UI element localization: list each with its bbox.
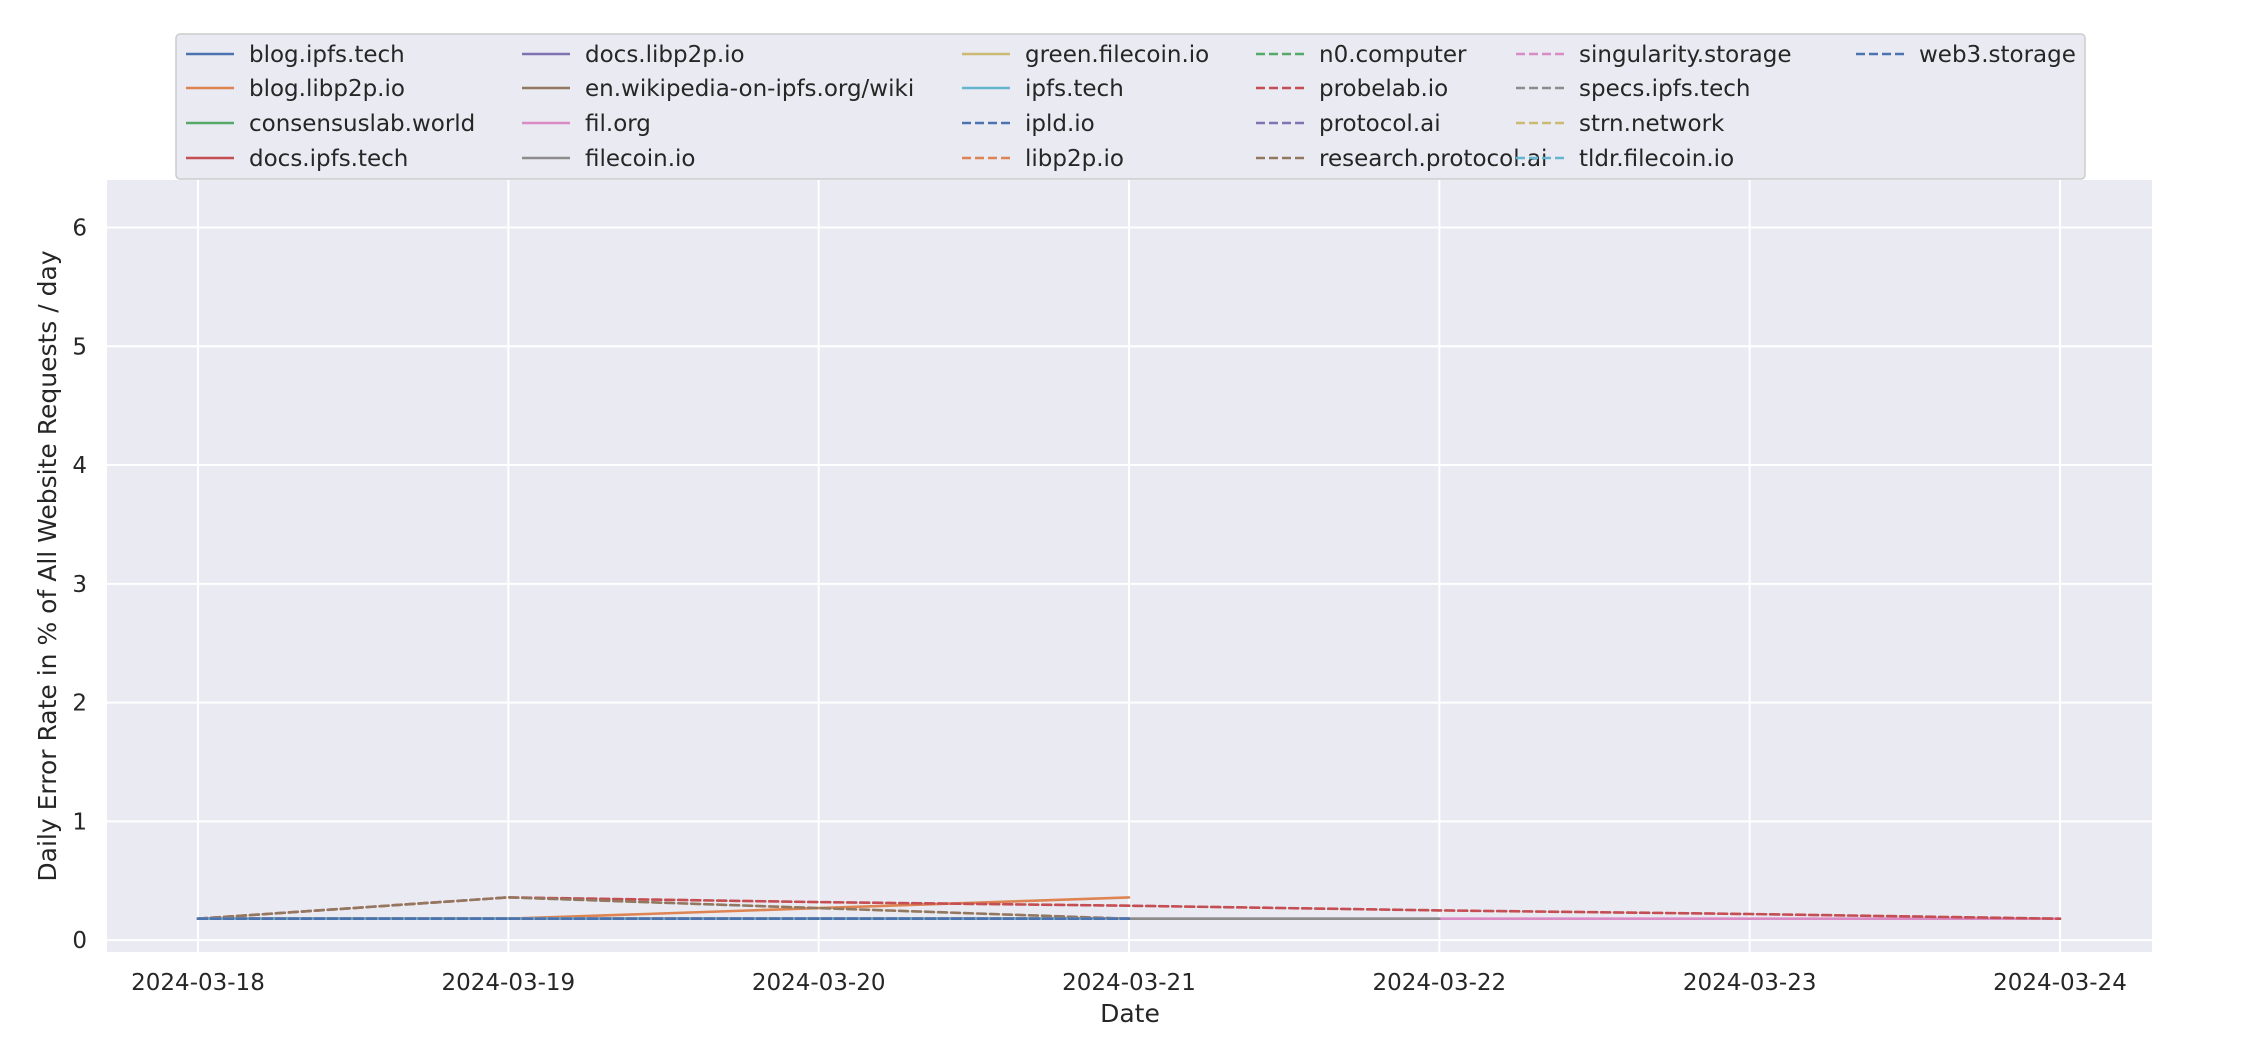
legend-entry: docs.libp2p.io (585, 42, 745, 68)
x-tick-label: 2024-03-20 (752, 970, 886, 996)
legend-entry: protocol.ai (1319, 111, 1441, 137)
legend-entry: en.wikipedia-on-ipfs.org/wiki (585, 76, 914, 102)
legend-entry: strn.network (1579, 111, 1725, 137)
y-tick-label: 0 (72, 928, 87, 954)
y-tick-label: 1 (72, 809, 87, 835)
y-axis-label: Daily Error Rate in % of All Website Req… (33, 250, 62, 881)
x-axis-label: Date (1100, 999, 1160, 1028)
legend-entry: libp2p.io (1025, 146, 1124, 172)
legend-entry: tldr.filecoin.io (1579, 146, 1734, 172)
x-tick-label: 2024-03-21 (1062, 970, 1196, 996)
legend-frame (175, 33, 2086, 180)
series-lines (196, 896, 2062, 921)
legend-entry: specs.ipfs.tech (1579, 76, 1750, 102)
y-tick-label: 3 (72, 572, 87, 598)
legend-entry: fil.org (585, 111, 651, 137)
legend-entry: ipld.io (1025, 111, 1095, 137)
legend-entry: ipfs.tech (1025, 76, 1124, 102)
x-tick-label: 2024-03-19 (441, 970, 575, 996)
y-tick-label: 5 (72, 334, 87, 360)
y-tick-label: 4 (72, 453, 87, 479)
series-line-research-protocol-ai (196, 896, 1131, 921)
y-tick-label: 6 (72, 216, 87, 242)
legend-entry: filecoin.io (585, 146, 696, 172)
legend-entry: blog.libp2p.io (249, 76, 405, 102)
legend-entry: green.filecoin.io (1025, 42, 1209, 68)
y-tick-label: 2 (72, 691, 87, 717)
y-tick-labels: 0 1 2 3 4 5 6 (72, 216, 87, 955)
x-tick-label: 2024-03-22 (1372, 970, 1506, 996)
legend-entry: n0.computer (1319, 42, 1467, 68)
x-tick-labels: 2024-03-18 2024-03-19 2024-03-20 2024-03-21… (131, 970, 2127, 996)
legend-entry: consensuslab.world (249, 111, 475, 137)
legend-entry: docs.ipfs.tech (249, 146, 408, 172)
legend-entry: singularity.storage (1579, 42, 1792, 68)
legend: blog.ipfs.tech blog.libp2p.io consensuslab… (175, 33, 2086, 180)
x-tick-label: 2024-03-18 (131, 970, 265, 996)
legend-entry: web3.storage (1919, 42, 2076, 68)
legend-entry: probelab.io (1319, 76, 1448, 102)
x-tick-label: 2024-03-23 (1683, 970, 1817, 996)
legend-entry: research.protocol.ai (1319, 146, 1547, 172)
legend-entry: blog.ipfs.tech (249, 42, 405, 68)
x-tick-label: 2024-03-24 (1993, 970, 2127, 996)
grid-lines (107, 180, 2152, 952)
